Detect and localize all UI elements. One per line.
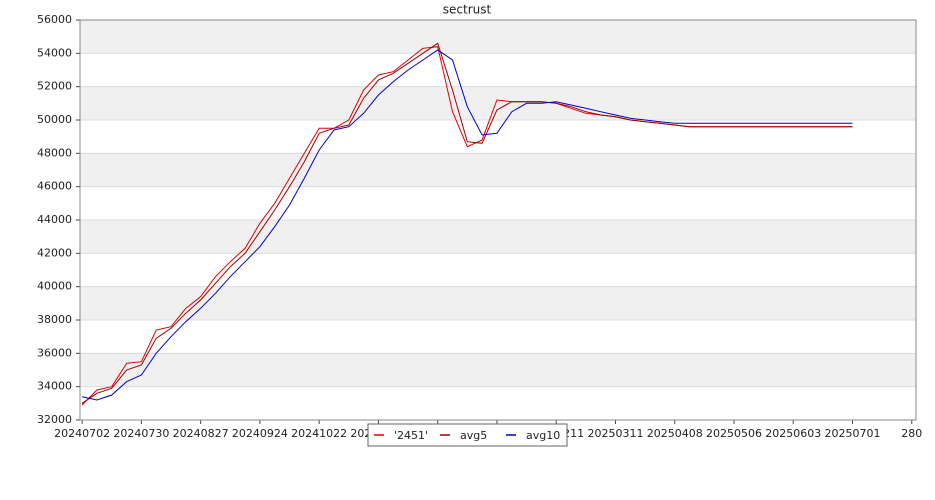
x-tick-label: 20250311 xyxy=(587,427,643,440)
x-tick-label: 20240730 xyxy=(113,427,169,440)
y-tick-label: 40000 xyxy=(37,280,72,293)
y-tick-label: 42000 xyxy=(37,246,72,259)
y-tick-label: 56000 xyxy=(37,13,72,26)
y-tick-label: 32000 xyxy=(37,413,72,426)
legend: '2451' avg5 avg10 xyxy=(367,423,568,447)
grid-band xyxy=(80,153,916,187)
x-tick-label: 20250603 xyxy=(765,427,821,440)
y-tick-label: 44000 xyxy=(37,213,72,226)
legend-label: avg5 xyxy=(460,429,487,442)
y-tick-label: 36000 xyxy=(37,346,72,359)
y-tick-label: 38000 xyxy=(37,313,72,326)
grid-band xyxy=(80,286,916,320)
plot-frame xyxy=(79,19,917,421)
x-tick-label: 20240702 xyxy=(54,427,110,440)
y-tick-label: 34000 xyxy=(37,380,72,393)
y-tick-label: 46000 xyxy=(37,180,72,193)
grid-band xyxy=(80,353,916,387)
legend-label: '2451' xyxy=(394,429,428,442)
x-tick-label: 20240924 xyxy=(232,427,288,440)
grid-band xyxy=(80,86,916,120)
x-tick-label: 20250701 xyxy=(825,427,881,440)
legend-box xyxy=(367,423,568,447)
chart-title: sectrust xyxy=(443,3,492,17)
series-line xyxy=(81,49,853,401)
y-tick-label: 52000 xyxy=(37,80,72,93)
series-line xyxy=(81,42,853,404)
grid-band xyxy=(80,20,916,54)
y-tick-label: 48000 xyxy=(37,146,72,159)
x-tick-label: 20241022 xyxy=(291,427,347,440)
x-tick-label: 20250506 xyxy=(706,427,762,440)
x-tick-label: 20240827 xyxy=(173,427,229,440)
x-tick-label: 20250408 xyxy=(647,427,703,440)
y-tick-label: 50000 xyxy=(37,113,72,126)
x-tick-label: 280 xyxy=(901,427,922,440)
y-tick-label: 54000 xyxy=(37,46,72,59)
grid-band xyxy=(80,220,916,254)
legend-label: avg10 xyxy=(526,429,560,442)
